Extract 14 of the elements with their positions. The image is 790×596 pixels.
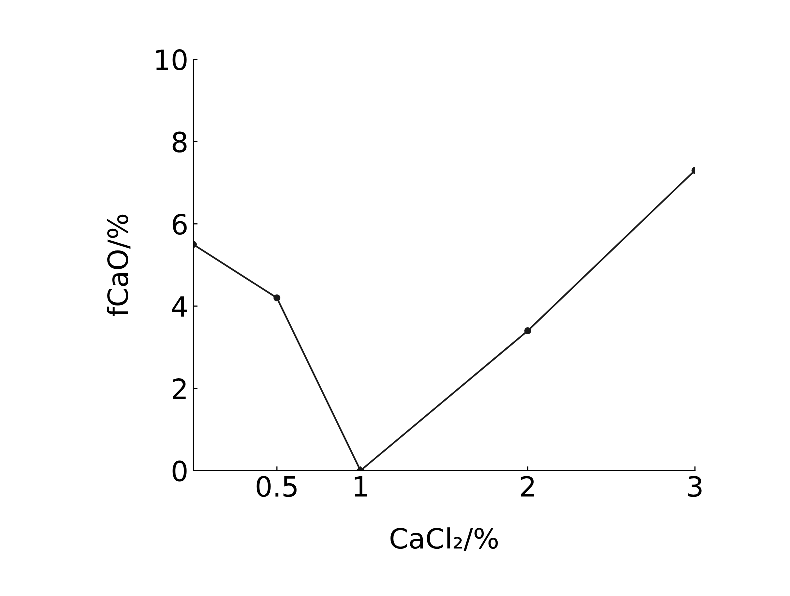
x-tick-label: 2 bbox=[521, 476, 534, 497]
y-tick-label: 8 bbox=[172, 132, 187, 153]
y-tick-label: 10 bbox=[156, 50, 187, 71]
x-tick-label: 3 bbox=[688, 476, 702, 498]
point bbox=[274, 294, 281, 302]
y-tick-label: 2 bbox=[173, 378, 186, 400]
x-tick-label: 0.5 bbox=[256, 476, 297, 498]
y-axis-title: fCaO/% bbox=[107, 214, 131, 316]
y-tick-label: 6 bbox=[172, 214, 187, 236]
x-axis-title: CaCl₂/% bbox=[390, 528, 498, 552]
point bbox=[524, 328, 532, 334]
y-tick-label: 0 bbox=[172, 460, 187, 482]
x-tick-label: 1 bbox=[354, 476, 368, 497]
y-tick-label: 4 bbox=[172, 296, 188, 317]
